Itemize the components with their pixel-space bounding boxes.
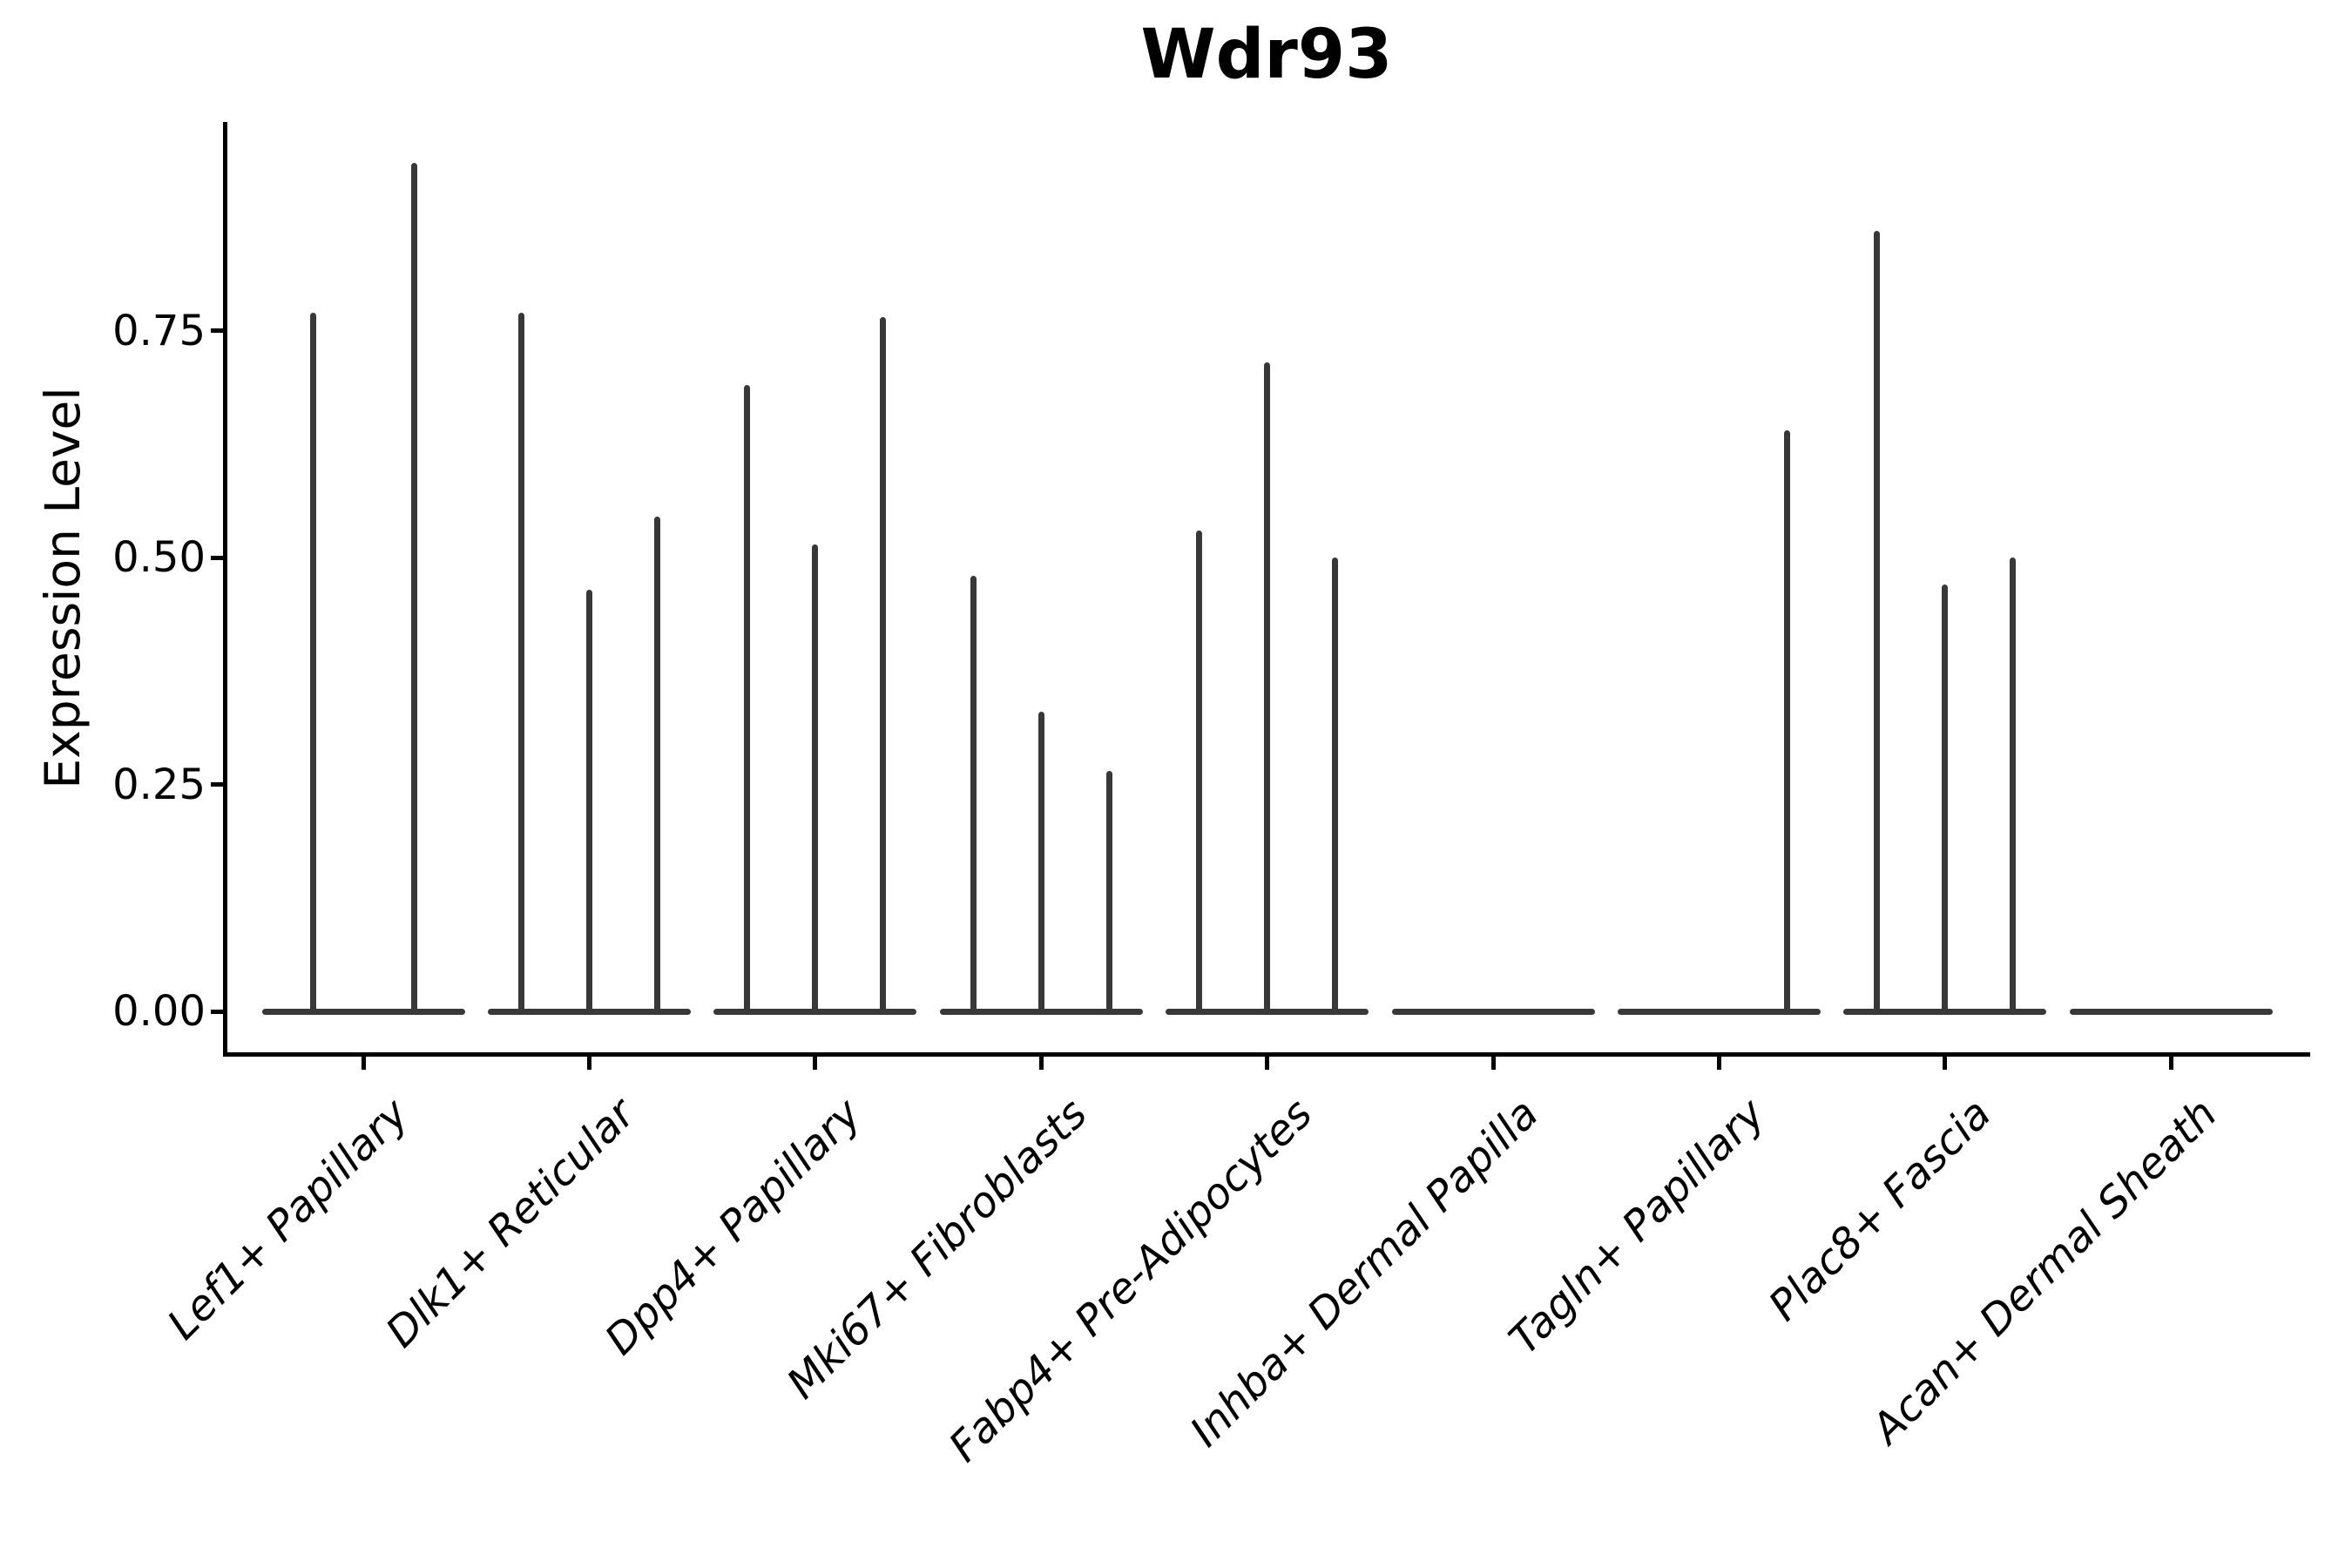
violin-spike [970, 576, 977, 1011]
y-tick-mark [211, 555, 225, 560]
violin-spike [653, 517, 660, 1011]
x-tick-mark [586, 1054, 591, 1070]
chart-title: Wdr93 [1140, 16, 1393, 94]
y-axis-spine [223, 122, 227, 1057]
x-tick-mark [813, 1054, 818, 1070]
x-tick-label: Tagln+ Papillary [1499, 1089, 1774, 1364]
y-tick-label: 0.50 [112, 533, 206, 583]
violin-spike [744, 385, 751, 1011]
x-tick-mark [1716, 1054, 1721, 1070]
violin-spike [410, 163, 417, 1011]
violin-spike [1942, 585, 1949, 1011]
x-tick-mark [1038, 1054, 1044, 1070]
violin-spike [309, 312, 316, 1011]
violin-spike [585, 589, 592, 1011]
violin-spike [1105, 770, 1112, 1011]
x-tick-mark [1943, 1054, 1948, 1070]
violin-body [939, 1008, 1143, 1015]
violin-spike [1332, 558, 1339, 1011]
violin-spike [812, 544, 819, 1011]
violin-body [1843, 1008, 2047, 1015]
violin-spike [1783, 430, 1790, 1011]
x-tick-mark [1265, 1054, 1270, 1070]
x-tick-mark [361, 1054, 366, 1070]
violin-spike [517, 312, 524, 1011]
violin-spike [2010, 558, 2017, 1011]
y-tick-label: 0.75 [112, 306, 206, 355]
x-tick-label: Dlk1+ Reticular [376, 1089, 645, 1357]
x-tick-mark [1490, 1054, 1496, 1070]
violin-spike [880, 317, 887, 1011]
x-tick-label: Plac8+ Fascia [1759, 1089, 2000, 1331]
violin-body [1166, 1008, 1369, 1015]
violin-spike [1264, 362, 1271, 1011]
x-tick-label: Lef1+ Papillary [159, 1089, 419, 1349]
y-tick-label: 0.25 [112, 760, 206, 809]
violin-body [713, 1008, 917, 1015]
violin-body [1391, 1008, 1595, 1015]
violin-body [1617, 1008, 1821, 1015]
y-tick-mark [211, 328, 225, 334]
x-tick-mark [2168, 1054, 2173, 1070]
y-tick-mark [211, 782, 225, 787]
violin-body [2069, 1008, 2273, 1015]
y-tick-label: 0.00 [112, 987, 206, 1036]
violin-body [261, 1008, 465, 1015]
x-tick-label: Fabp4+ Pre-Adipocytes [940, 1089, 1322, 1472]
y-tick-mark [211, 1009, 225, 1014]
violin-body [487, 1008, 691, 1015]
violin-spike [1874, 231, 1881, 1011]
violin-spike [1196, 530, 1203, 1011]
violin-spike [1037, 712, 1044, 1011]
y-axis-title: Expression Level [35, 387, 91, 789]
